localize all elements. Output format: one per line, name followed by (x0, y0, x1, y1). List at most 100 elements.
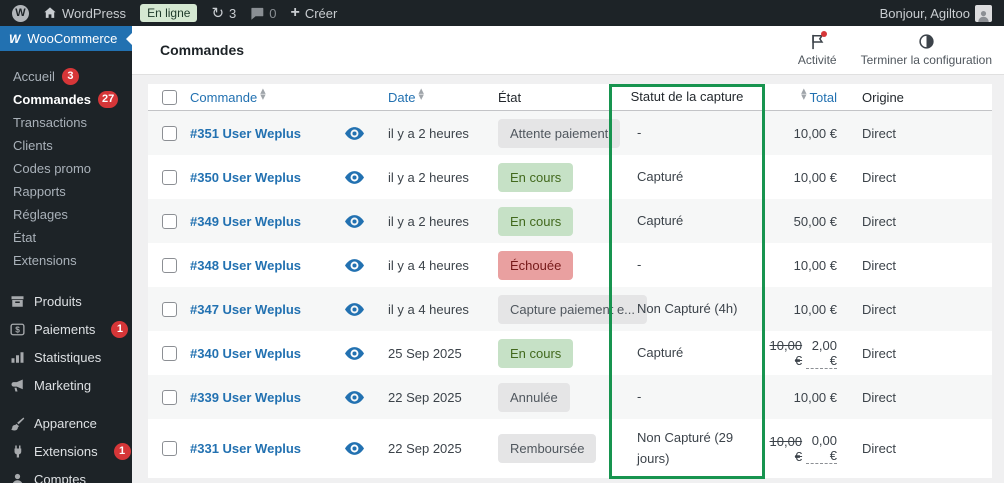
preview-eye-icon[interactable] (345, 258, 364, 272)
updates-menu[interactable]: ↻ 3 (211, 3, 237, 22)
updates-count: 3 (229, 5, 237, 21)
sidebar-item-paiements[interactable]: $ Paiements 1 (0, 315, 132, 343)
row-checkbox[interactable] (162, 345, 177, 361)
admin-menu: Produits $ Paiements 1 Statistiques Mark… (0, 284, 132, 483)
row-checkbox[interactable] (162, 169, 177, 185)
capture-status: Non Capturé (4h) (637, 300, 738, 316)
submenu-label: État (13, 230, 37, 245)
preview-eye-icon[interactable] (345, 214, 364, 228)
capture-status: Capturé (637, 344, 684, 360)
admin-sidebar: W WooCommerce Accueil 3 Commandes 27 Tra… (0, 26, 132, 483)
row-checkbox[interactable] (162, 389, 177, 405)
order-date: 22 Sep 2025 (388, 389, 462, 405)
row-checkbox[interactable] (162, 125, 177, 141)
column-header-label: Commande (190, 89, 258, 105)
table-row: #331 User Weplus 22 Sep 2025 Remboursée … (148, 419, 992, 478)
status-badge: Annulée (498, 382, 570, 412)
table-row: #340 User Weplus 25 Sep 2025 En cours Ca… (148, 331, 992, 375)
menu-label: Marketing (34, 377, 92, 393)
preview-eye-icon[interactable] (345, 302, 364, 316)
account-menu[interactable]: Bonjour, Agiltoo (880, 4, 992, 22)
preview-eye-icon[interactable] (345, 126, 364, 140)
table-row: #351 User Weplus il y a 2 heures Attente… (148, 111, 992, 155)
table-row: #339 User Weplus 22 Sep 2025 Annulée - 1… (148, 375, 992, 419)
wordpress-logo-icon[interactable]: W (12, 4, 29, 22)
order-date: il y a 2 heures (388, 169, 469, 185)
sort-by-total-header[interactable]: ▲ ▼ Total (801, 87, 837, 105)
menu-label: Produits (34, 293, 82, 309)
user-icon (10, 472, 25, 483)
preview-eye-icon[interactable] (345, 442, 364, 455)
sort-arrows-icon: ▲ ▼ (418, 87, 424, 101)
submenu-label: Codes promo (13, 161, 92, 176)
order-date: il y a 2 heures (388, 125, 469, 141)
sidebar-item-etat[interactable]: État (0, 226, 132, 249)
row-checkbox[interactable] (162, 301, 177, 317)
sidebar-item-transactions[interactable]: Transactions (0, 111, 132, 134)
capture-status: Capturé (637, 212, 684, 228)
table-row: #347 User Weplus il y a 4 heures Capture… (148, 287, 992, 331)
order-link[interactable]: #349 User Weplus (190, 213, 302, 229)
sidebar-item-extensions-woo[interactable]: Extensions (0, 249, 132, 272)
capture-status: - (637, 388, 642, 404)
user-silhouette-icon (978, 10, 989, 22)
order-link[interactable]: #340 User Weplus (190, 345, 302, 361)
sidebar-item-woocommerce[interactable]: W WooCommerce (0, 26, 132, 51)
status-badge: Capture paiement e... (498, 294, 648, 324)
sidebar-item-extensions[interactable]: Extensions 1 (0, 437, 132, 465)
column-header-label: Date (388, 89, 416, 105)
flag-notification-icon (812, 34, 824, 49)
order-origin: Direct (862, 345, 896, 361)
order-date: 22 Sep 2025 (388, 441, 462, 456)
preview-eye-icon[interactable] (345, 170, 364, 184)
sidebar-item-codes-promo[interactable]: Codes promo (0, 157, 132, 180)
plug-icon (10, 444, 25, 459)
new-label: Créer (304, 5, 338, 21)
preview-eye-icon[interactable] (345, 346, 364, 360)
sidebar-item-clients[interactable]: Clients (0, 134, 132, 157)
sort-by-order-header[interactable]: Commande ▲ ▼ (190, 88, 340, 105)
status-badge: En cours (498, 162, 574, 192)
order-link[interactable]: #331 User Weplus (190, 441, 302, 456)
order-date: il y a 4 heures (388, 301, 469, 317)
submenu-label: Accueil (13, 69, 55, 84)
row-checkbox[interactable] (162, 257, 177, 273)
sidebar-item-reglages[interactable]: Réglages (0, 203, 132, 226)
order-link[interactable]: #351 User Weplus (190, 125, 302, 141)
comments-menu[interactable]: 0 (250, 6, 276, 21)
submenu-label: Transactions (13, 115, 87, 130)
order-link[interactable]: #348 User Weplus (190, 257, 302, 273)
order-link[interactable]: #347 User Weplus (190, 301, 302, 317)
update-icon: ↻ (211, 3, 225, 22)
order-link[interactable]: #339 User Weplus (190, 389, 302, 405)
sidebar-item-statistiques[interactable]: Statistiques (0, 343, 132, 371)
sidebar-item-rapports[interactable]: Rapports (0, 180, 132, 203)
order-origin: Direct (862, 169, 896, 185)
capture-status: Non Capturé (29 jours) (637, 429, 734, 466)
sidebar-item-produits[interactable]: Produits (0, 287, 132, 315)
sidebar-item-comptes[interactable]: Comptes (0, 465, 132, 483)
sidebar-item-commandes[interactable]: Commandes 27 (0, 88, 132, 111)
status-badge: Échouée (498, 250, 574, 280)
order-total: 10,00 € (793, 301, 837, 317)
preview-eye-icon[interactable] (345, 390, 364, 404)
finish-setup-button[interactable]: Terminer la configuration (861, 33, 992, 67)
sidebar-item-accueil[interactable]: Accueil 3 (0, 65, 132, 88)
sidebar-item-apparence[interactable]: Apparence (0, 409, 132, 437)
origin-column-header: Origine (862, 89, 904, 105)
sort-arrows-icon: ▲ ▼ (801, 87, 807, 101)
order-origin: Direct (862, 257, 896, 273)
sort-by-date-header[interactable]: Date ▲ ▼ (388, 87, 498, 105)
site-link[interactable]: WordPress (43, 6, 126, 21)
order-link[interactable]: #350 User Weplus (190, 169, 302, 185)
select-all-checkbox[interactable] (162, 89, 177, 105)
notification-badge: 27 (98, 91, 119, 108)
row-checkbox[interactable] (162, 441, 177, 456)
activity-button[interactable]: Activité (798, 31, 837, 67)
order-origin: Direct (862, 125, 896, 141)
row-checkbox[interactable] (162, 213, 177, 229)
new-content-menu[interactable]: + Créer (290, 5, 337, 21)
sidebar-item-marketing[interactable]: Marketing (0, 371, 132, 399)
site-name: WordPress (62, 5, 127, 21)
box-icon (10, 294, 25, 309)
